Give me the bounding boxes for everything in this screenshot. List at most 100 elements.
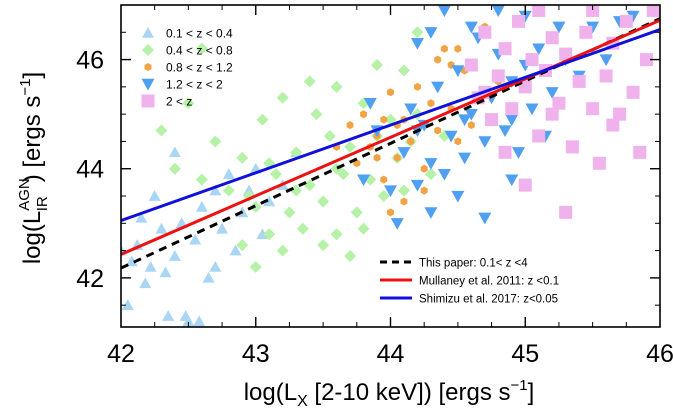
- data-point: [491, 5, 505, 17]
- data-point: [411, 26, 424, 39]
- data-point: [243, 184, 256, 196]
- data-point: [303, 75, 316, 88]
- data-point: [464, 58, 478, 72]
- data-point: [410, 179, 424, 192]
- data-point: [434, 126, 442, 135]
- data-point: [387, 208, 394, 217]
- data-point: [179, 310, 192, 321]
- data-point: [451, 65, 465, 77]
- x-axis-title: log(LX [2-10 keV]) [ergs s−1]: [244, 377, 535, 410]
- data-point: [559, 47, 573, 61]
- data-point: [209, 260, 222, 272]
- legend-label-4: 1.2 < z < 2: [166, 78, 223, 92]
- data-point: [269, 168, 282, 181]
- y-tick-label: 44: [76, 156, 104, 184]
- data-point: [222, 168, 235, 179]
- data-point: [384, 185, 397, 198]
- data-point: [195, 173, 208, 186]
- data-point: [512, 14, 526, 28]
- x-tick-label: 44: [377, 340, 405, 368]
- data-point: [431, 81, 445, 94]
- data-point: [437, 5, 451, 17]
- y-tick-label: 42: [76, 265, 104, 293]
- data-point: [330, 80, 343, 93]
- data-point: [377, 190, 390, 203]
- data-point: [464, 108, 478, 121]
- legend-label-1: 0.1 < z < 0.4: [166, 27, 233, 41]
- data-point: [209, 184, 222, 196]
- data-point: [525, 53, 539, 67]
- data-point: [350, 206, 363, 219]
- fit-line-2: [121, 18, 660, 256]
- data-point: [498, 42, 512, 56]
- data-point: [209, 135, 222, 148]
- data-point: [249, 260, 262, 273]
- legend-label-5: 2 < z: [166, 95, 192, 109]
- data-point: [182, 315, 195, 327]
- data-point: [485, 113, 499, 127]
- data-point: [159, 266, 172, 278]
- data-point: [505, 174, 519, 187]
- data-point: [337, 168, 350, 181]
- legend-line-label-2: Mullaney et al. 2011: z <0.1: [419, 276, 559, 288]
- data-point: [434, 55, 442, 64]
- y-tick-label: 46: [76, 47, 104, 75]
- data-point: [400, 197, 408, 206]
- data-point: [256, 113, 269, 126]
- data-point: [397, 184, 410, 197]
- data-point: [498, 125, 512, 138]
- data-point: [512, 147, 526, 159]
- series-2-points: [155, 26, 451, 273]
- data-point: [357, 222, 370, 235]
- fit-lines: [121, 17, 660, 270]
- data-point: [290, 146, 303, 159]
- data-point: [586, 5, 600, 17]
- data-point: [344, 250, 357, 263]
- data-point: [498, 145, 512, 159]
- data-point: [613, 107, 627, 121]
- data-point: [626, 10, 640, 23]
- data-point: [565, 140, 579, 154]
- data-point: [525, 103, 539, 116]
- data-point: [619, 14, 633, 28]
- data-point: [139, 277, 152, 289]
- data-point: [424, 207, 438, 219]
- data-point: [599, 69, 613, 83]
- data-point: [478, 25, 492, 39]
- legend-line-label-3: Shimizu et al. 2017: z<0.05: [419, 294, 558, 306]
- x-tick-label: 46: [646, 340, 673, 368]
- data-point: [420, 164, 428, 173]
- data-point: [478, 136, 492, 148]
- data-point: [545, 87, 559, 99]
- data-point: [357, 174, 371, 187]
- data-point: [599, 54, 613, 67]
- legend-marker-2: [142, 44, 154, 56]
- legend-marker-5: [141, 94, 155, 108]
- data-point: [380, 175, 388, 184]
- data-point: [407, 137, 415, 146]
- data-point: [478, 212, 492, 225]
- data-point: [545, 31, 559, 45]
- data-point: [155, 124, 168, 137]
- data-point: [283, 206, 296, 219]
- data-point: [444, 130, 458, 143]
- data-point: [518, 178, 532, 192]
- legend-marker-3: [144, 63, 152, 71]
- data-point: [633, 145, 647, 159]
- legend-lines: This paper: 0.1< z <4 Mullaney et al. 201…: [380, 258, 559, 306]
- data-point: [236, 151, 249, 164]
- data-point: [162, 310, 175, 321]
- data-point: [572, 74, 586, 88]
- data-point: [532, 129, 546, 143]
- data-point: [346, 121, 354, 130]
- data-point: [390, 218, 404, 230]
- data-point: [371, 59, 384, 72]
- axis-ticks: 42 43 44 45 46 42 44 46: [76, 5, 673, 368]
- data-point: [373, 153, 381, 162]
- data-point: [410, 38, 424, 50]
- data-point: [559, 205, 573, 219]
- data-point: [310, 108, 323, 121]
- data-point: [427, 99, 435, 108]
- data-point: [397, 64, 410, 77]
- data-point: [454, 44, 462, 53]
